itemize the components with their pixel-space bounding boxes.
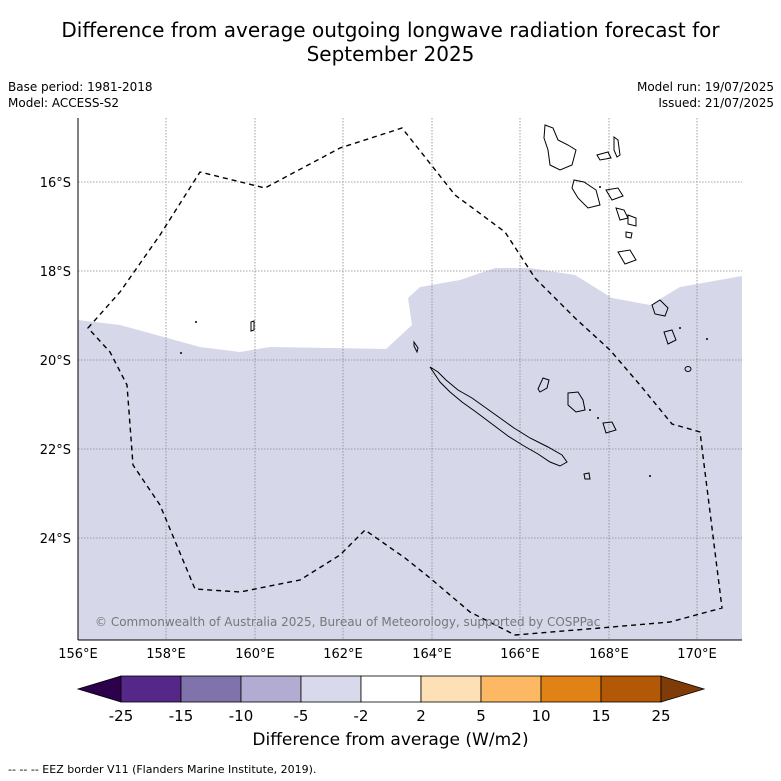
island-erromango <box>617 249 637 265</box>
island-mare <box>602 421 617 434</box>
lon-label: 166°E <box>500 647 540 662</box>
model-run: Model run: 19/07/2025 <box>636 80 774 94</box>
chart-title: Difference from average outgoing longwav… <box>0 18 781 66</box>
island-epi <box>615 207 629 221</box>
title-line-2: September 2025 <box>306 42 475 66</box>
new-caledonia-island <box>429 366 568 467</box>
island-hunter <box>663 329 677 345</box>
colorbar-tick: 10 <box>531 707 550 725</box>
island-espiritu-santo <box>543 124 577 171</box>
colorbar-tick: -25 <box>109 707 134 725</box>
lat-labels: 16°S 18°S 20°S 22°S 24°S <box>40 176 71 547</box>
colorbar <box>76 675 706 703</box>
grid-lines <box>78 118 742 640</box>
island-lifou <box>567 391 586 413</box>
island-pines <box>583 472 591 480</box>
colorbar-tick: 25 <box>651 707 670 725</box>
lon-label: 160°E <box>235 647 275 662</box>
islet-5 <box>180 352 182 354</box>
islet-8 <box>599 186 601 188</box>
lon-label: 156°E <box>58 647 98 662</box>
islet-2 <box>597 417 599 419</box>
anomaly-region <box>78 268 742 640</box>
lon-label: 162°E <box>323 647 363 662</box>
model-name: Model: ACCESS-S2 <box>8 96 120 110</box>
lat-label: 22°S <box>40 443 71 458</box>
island-aneityum <box>651 299 669 317</box>
colorbar-extend-low <box>76 675 122 703</box>
colorbar-segment <box>540 675 602 703</box>
colorbar-tick: -5 <box>294 707 309 725</box>
islet-6 <box>679 327 681 329</box>
island-tanna <box>625 231 633 239</box>
islet-7 <box>706 338 708 340</box>
title-line-1: Difference from average outgoing longwav… <box>61 18 720 42</box>
lat-label: 18°S <box>40 265 71 280</box>
meta-right: Model run: 19/07/2025 Issued: 21/07/2025 <box>637 79 774 111</box>
island-ambrym <box>605 187 624 201</box>
island-ouvea <box>537 377 550 393</box>
colorbar-tick: -15 <box>169 707 194 725</box>
colorbar-segment <box>240 675 302 703</box>
copyright-notice: © Commonwealth of Australia 2025, Bureau… <box>95 615 600 629</box>
colorbar-segment <box>120 675 182 703</box>
colorbar-tick: 2 <box>416 707 426 725</box>
lon-label: 158°E <box>146 647 186 662</box>
issued-date: Issued: 21/07/2025 <box>658 96 774 110</box>
islet-4 <box>195 321 197 323</box>
lon-label: 164°E <box>412 647 452 662</box>
colorbar-segment <box>360 675 422 703</box>
lat-label: 24°S <box>40 532 71 547</box>
colorbar-tick: -2 <box>354 707 369 725</box>
colorbar-tick: 15 <box>591 707 610 725</box>
island-matthew <box>684 366 692 372</box>
colorbar-segment <box>600 675 662 703</box>
colorbar-tick: -10 <box>229 707 254 725</box>
colorbar-segment <box>180 675 242 703</box>
lat-label: 16°S <box>40 176 71 191</box>
colorbar-segment <box>420 675 482 703</box>
colorbar-segment <box>480 675 542 703</box>
island-efate <box>627 214 637 227</box>
island-pentecost <box>596 151 612 161</box>
colorbar-label: Difference from average (W/m2) <box>252 730 529 750</box>
island-chesterfield <box>250 320 255 332</box>
base-period: Base period: 1981-2018 <box>8 80 153 94</box>
colorbar-ticks: -25 -15 -10 -5 -2 2 5 10 15 25 <box>109 707 671 725</box>
meta-left: Base period: 1981-2018 Model: ACCESS-S2 <box>8 79 153 111</box>
islet-3 <box>649 475 651 477</box>
axis-frame <box>77 118 742 641</box>
lon-labels: 156°E 158°E 160°E 162°E 164°E 166°E 168°… <box>58 647 717 662</box>
eez-border <box>87 127 723 636</box>
island-maewo <box>613 136 621 158</box>
lon-label: 170°E <box>677 647 717 662</box>
island-belep <box>413 340 419 354</box>
footnote: -- -- -- EEZ border V11 (Flanders Marine… <box>8 763 317 776</box>
lon-label: 168°E <box>589 647 629 662</box>
islet-1 <box>589 409 591 411</box>
island-malekula <box>571 179 601 209</box>
colorbar-extend-high <box>660 675 706 703</box>
colorbar-tick: 5 <box>476 707 486 725</box>
colorbar-segment <box>300 675 362 703</box>
lat-label: 20°S <box>40 354 71 369</box>
